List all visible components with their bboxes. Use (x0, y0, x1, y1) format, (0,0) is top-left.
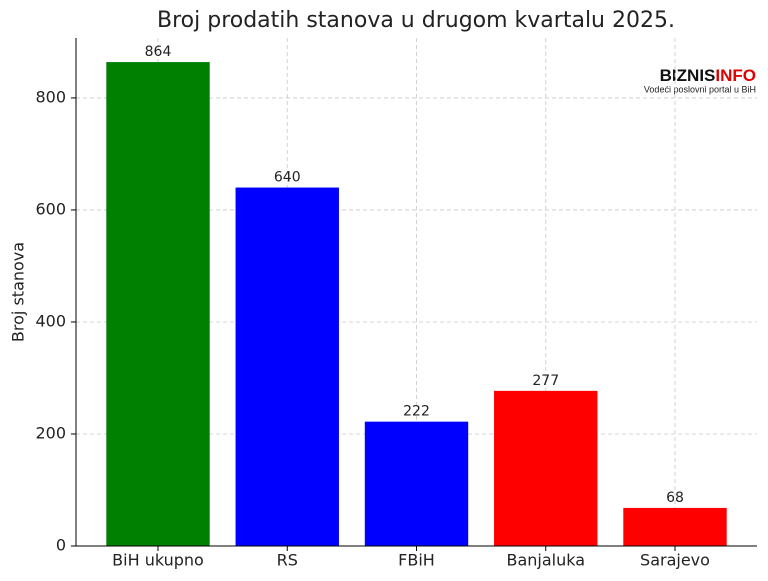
bar (364, 421, 469, 546)
x-tick-label: Sarajevo (640, 551, 710, 570)
data-label: 222 (403, 404, 430, 420)
x-tick-label: FBiH (398, 551, 435, 570)
logo-part: INFO (715, 66, 756, 85)
y-tick-label: 400 (35, 311, 66, 330)
data-label: 277 (532, 373, 559, 389)
x-tick-label: Banjaluka (506, 551, 585, 570)
data-label: 864 (145, 44, 172, 60)
logo-tagline: Vodeći poslovni portal u BiH (644, 84, 756, 94)
y-tick-label: 600 (35, 199, 66, 218)
x-tick-label: BiH ukupno (112, 551, 204, 570)
logo: BIZNISINFO (660, 66, 756, 85)
chart-title: Broj prodatih stanova u drugom kvartalu … (157, 8, 675, 33)
y-axis-label: Broj stanova (9, 242, 28, 342)
bar (623, 507, 727, 546)
bar (494, 390, 598, 546)
bar (106, 62, 210, 546)
y-tick-label: 800 (35, 87, 66, 106)
logo-part: BIZNIS (660, 66, 716, 85)
y-tick-label: 0 (56, 536, 66, 555)
x-tick-label: RS (277, 551, 298, 570)
bar (235, 187, 339, 546)
y-tick-label: 200 (35, 423, 66, 442)
data-label: 640 (274, 170, 301, 186)
data-label: 68 (666, 490, 684, 506)
